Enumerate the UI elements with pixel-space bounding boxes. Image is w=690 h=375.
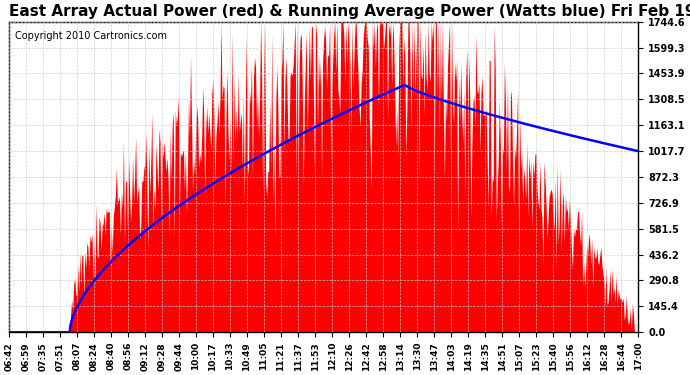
- Text: Copyright 2010 Cartronics.com: Copyright 2010 Cartronics.com: [15, 31, 167, 41]
- Text: East Array Actual Power (red) & Running Average Power (Watts blue) Fri Feb 19 17: East Array Actual Power (red) & Running …: [9, 4, 690, 19]
